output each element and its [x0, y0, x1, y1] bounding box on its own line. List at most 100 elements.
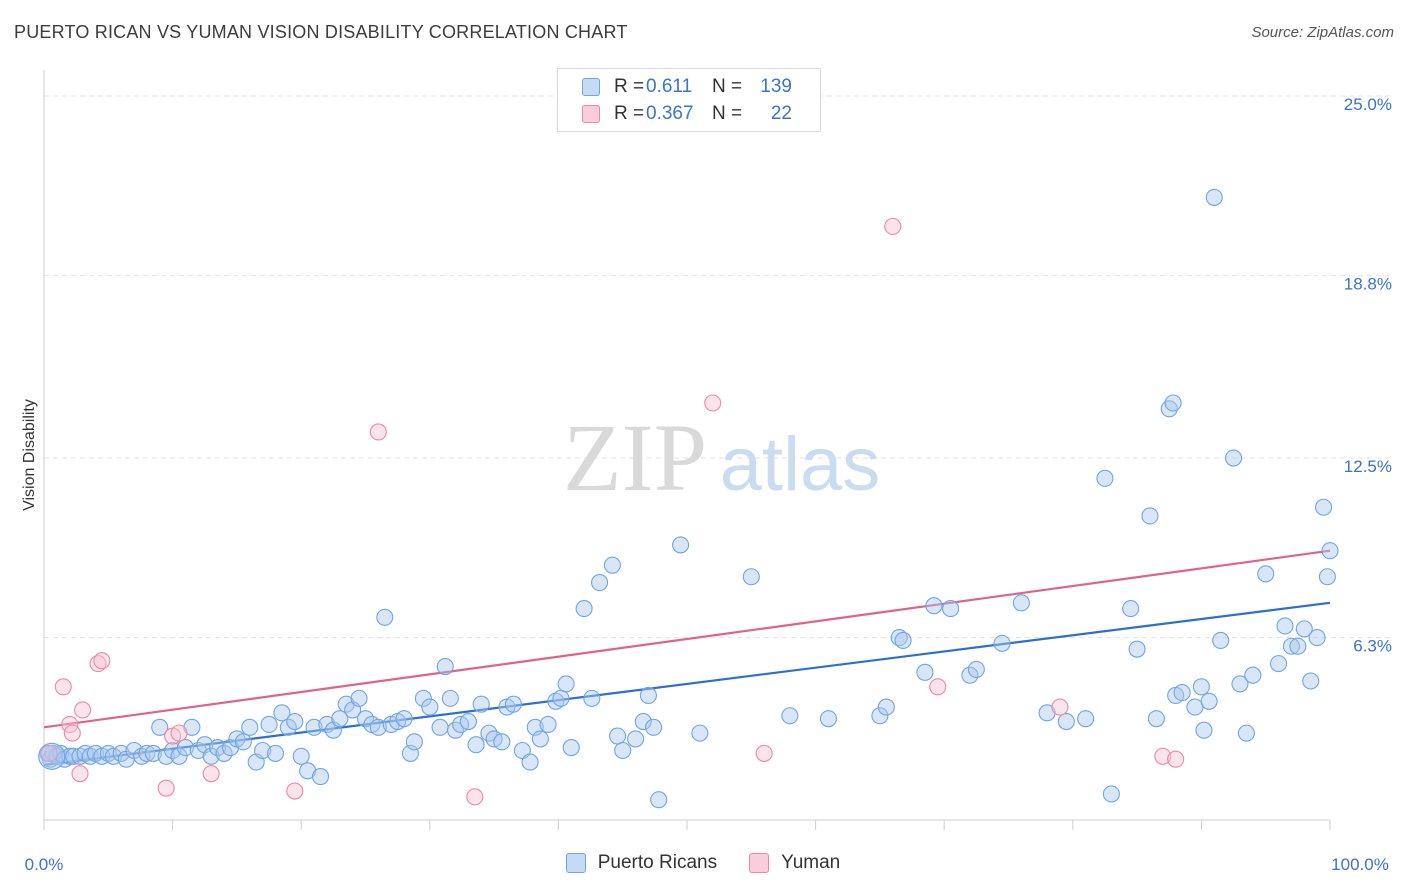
series-legend-puerto-ricans: Puerto Ricans [565, 852, 718, 874]
legend-swatch-blue [582, 78, 600, 96]
point-puerto-ricans [209, 739, 227, 757]
point-puerto-ricans [493, 733, 511, 751]
point-puerto-ricans [1212, 631, 1230, 650]
point-puerto-ricans [1057, 712, 1075, 731]
point-puerto-ricans [1077, 710, 1095, 728]
point-puerto-ricans [627, 730, 645, 748]
point-puerto-ricans [279, 718, 297, 736]
point-yuman [63, 724, 81, 742]
point-puerto-ricans [305, 718, 323, 736]
point-puerto-ricans [521, 753, 539, 771]
point-puerto-ricans [1295, 620, 1313, 638]
point-puerto-ricans [639, 686, 657, 705]
point-puerto-ricans [1302, 672, 1320, 690]
point-puerto-ricans [292, 747, 310, 765]
point-puerto-ricans [1128, 640, 1146, 658]
series-swatch-blue [565, 853, 586, 873]
point-puerto-ricans [1096, 469, 1114, 487]
point-puerto-ricans [1012, 594, 1030, 612]
point-puerto-ricans [311, 768, 330, 786]
point-puerto-ricans [691, 724, 709, 742]
point-puerto-ricans [99, 744, 117, 762]
point-puerto-ricans [459, 712, 477, 731]
point-puerto-ricans [614, 741, 632, 760]
point-yuman [202, 765, 220, 783]
axes [43, 70, 1331, 830]
tick-labels: 6.3% 12.5% 18.8% 25.0% 0.0% 100.0% [25, 95, 1392, 874]
point-puerto-ricans [467, 736, 485, 754]
point-puerto-ricans [539, 715, 557, 733]
point-puerto-ricans [1141, 507, 1159, 525]
point-yuman [286, 782, 304, 800]
point-puerto-ricans [472, 695, 490, 713]
point-puerto-ricans [583, 689, 601, 707]
source-note: Source: ZipAtlas.com [1251, 24, 1394, 41]
point-puerto-ricans [1237, 724, 1255, 742]
point-puerto-ricans [1315, 498, 1333, 516]
point-puerto-ricans [369, 718, 387, 736]
series-legend: Puerto Ricans Yuman [0, 852, 1406, 874]
point-puerto-ricans [157, 747, 175, 765]
point-puerto-ricans [260, 715, 278, 733]
series-legend-yuman: Yuman [749, 852, 840, 874]
point-puerto-ricans [421, 698, 439, 716]
point-puerto-ricans [170, 747, 188, 765]
y-tick-label: 25.0% [1344, 95, 1392, 114]
point-yuman [157, 779, 175, 797]
legend-row-yuman: R = 0.367 N = 22 [582, 102, 792, 126]
point-puerto-ricans [441, 689, 459, 707]
point-puerto-ricans [871, 707, 889, 725]
point-yuman [54, 678, 72, 696]
point-puerto-ricans [603, 556, 621, 574]
x-tick-label-max: 100.0% [1331, 855, 1389, 874]
series-swatch-pink [749, 853, 770, 873]
watermark-zip: ZIP [563, 404, 707, 511]
x-tick-label-min: 0.0% [25, 855, 64, 874]
point-puerto-ricans [144, 744, 162, 762]
legend: R = 0.611 N = 139 R = 0.367 N = 22 [557, 68, 821, 132]
point-puerto-ricans [993, 634, 1011, 652]
point-puerto-ricans [819, 710, 838, 728]
point-puerto-ricans [1257, 565, 1275, 583]
legend-n-label: N = [712, 76, 743, 97]
point-puerto-ricans [1200, 692, 1218, 710]
point-puerto-ricans [1270, 655, 1288, 673]
point-puerto-ricans [1147, 710, 1165, 728]
point-puerto-ricans [138, 744, 156, 762]
point-puerto-ricans [266, 744, 285, 762]
point-puerto-ricans [436, 657, 454, 676]
point-puerto-ricans [395, 710, 413, 728]
data-points [38, 188, 1339, 809]
grid-lines [44, 95, 1394, 639]
point-puerto-ricans [1173, 684, 1191, 702]
point-puerto-ricans [942, 600, 960, 618]
point-puerto-ricans [1282, 637, 1300, 655]
point-puerto-ricans [1308, 629, 1326, 647]
point-puerto-ricans [76, 744, 94, 762]
point-puerto-ricans [591, 573, 609, 592]
legend-swatch-pink [582, 105, 600, 123]
point-puerto-ricans [672, 536, 690, 554]
point-puerto-ricans [916, 663, 934, 681]
point-cluster-puerto-ricans [38, 742, 66, 770]
point-puerto-ricans [1276, 617, 1294, 635]
point-yuman [1051, 698, 1069, 716]
point-puerto-ricans [967, 660, 985, 678]
point-puerto-ricans [531, 730, 549, 748]
point-puerto-ricans [286, 712, 304, 731]
point-puerto-ricans [894, 631, 912, 650]
series-label-puerto-ricans: Puerto Ricans [597, 852, 718, 873]
point-puerto-ricans [81, 747, 99, 765]
point-puerto-ricans [1192, 678, 1210, 696]
point-puerto-ricans [164, 741, 182, 760]
point-puerto-ricans [414, 689, 432, 707]
point-yuman [704, 394, 722, 412]
point-puerto-ricans [781, 707, 799, 725]
point-puerto-ricans [1195, 721, 1213, 739]
point-puerto-ricans [1244, 666, 1262, 684]
point-puerto-ricans [645, 718, 663, 736]
point-puerto-ricans [504, 695, 522, 713]
point-puerto-ricans [547, 692, 565, 710]
legend-r-value: 0.367 [646, 103, 694, 124]
